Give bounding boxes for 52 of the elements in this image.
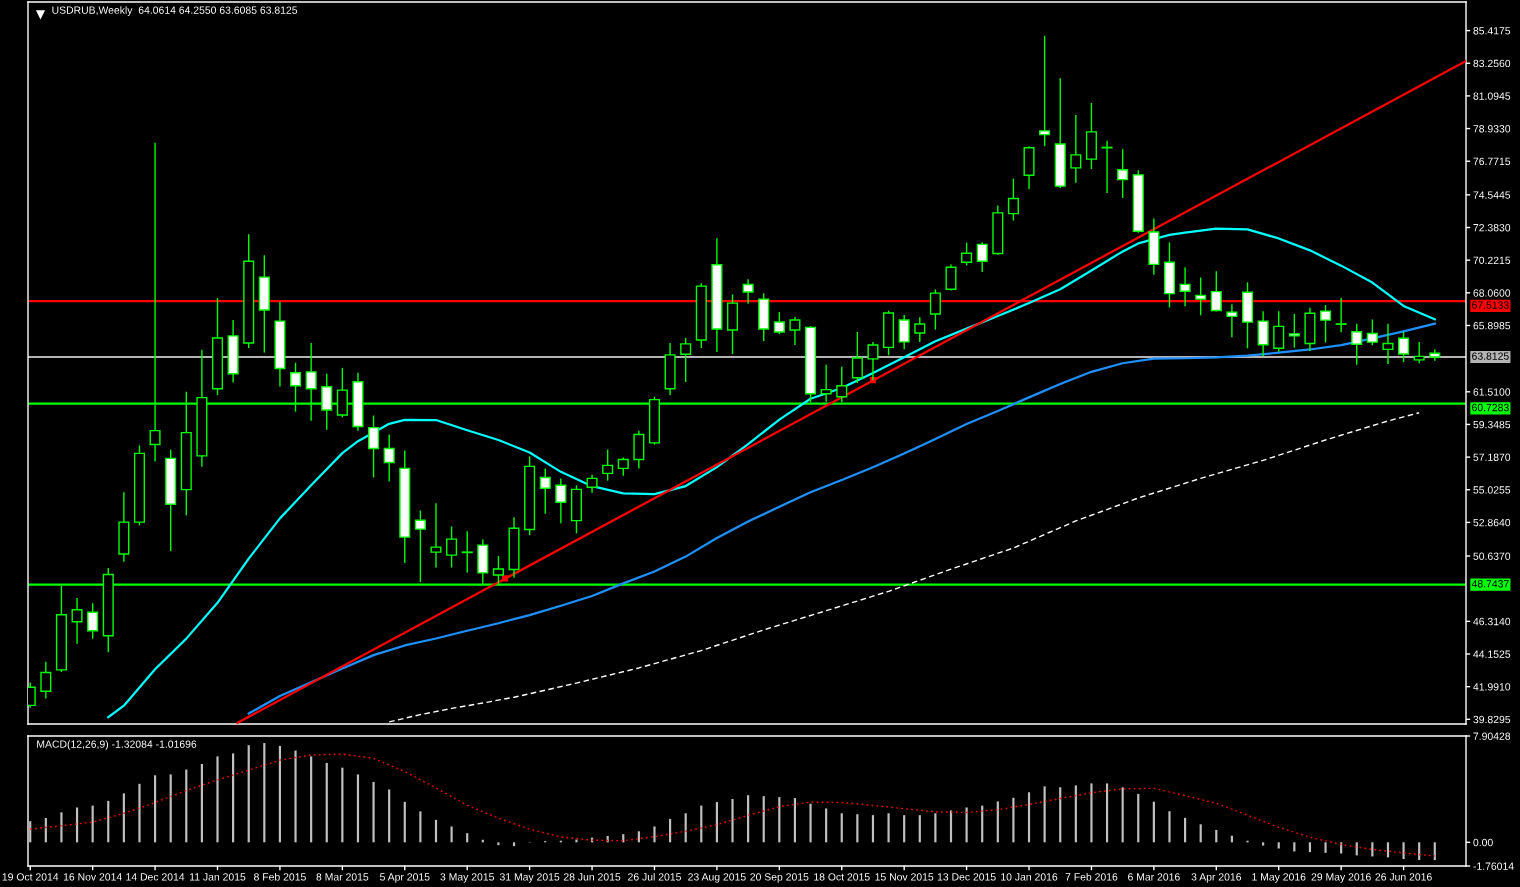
y-tick-label: 83.2560 [1473, 59, 1511, 68]
x-tick-label: 6 Mar 2016 [1128, 873, 1180, 881]
x-tick-label: 26 Jul 2015 [628, 872, 681, 881]
ref-line-label: 63.8125 [1472, 352, 1509, 360]
ref-line-label: 60.7283 [1472, 403, 1509, 412]
x-tick-label: 26 Jun 2016 [1375, 873, 1432, 881]
y-tick-label: 44.1525 [1473, 650, 1511, 658]
y-tick-label: 76.7715 [1473, 157, 1511, 166]
x-tick-label: 20 Sep 2015 [750, 873, 809, 883]
x-tick-label: 15 Nov 2015 [875, 873, 934, 881]
x-tick-label: 5 Apr 2015 [380, 873, 430, 883]
y-tick-label: 65.8985 [1473, 321, 1511, 330]
y-tick-label: 81.0945 [1473, 92, 1511, 100]
y-tick-label: 41.9910 [1473, 683, 1511, 691]
y-tick-label: 78.9330 [1473, 125, 1511, 133]
y-tick-label: 68.0600 [1473, 289, 1511, 297]
x-tick-label: 7 Feb 2016 [1065, 872, 1118, 881]
x-tick-label: 8 Feb 2015 [254, 872, 306, 881]
y-tick-label: 50.6370 [1473, 552, 1511, 560]
x-tick-label: 1 May 2016 [1252, 873, 1306, 883]
x-tick-label: 16 Nov 2014 [63, 873, 122, 881]
x-tick-label: 23 Aug 2015 [688, 873, 746, 883]
y-tick-label: 85.4175 [1473, 27, 1511, 35]
x-tick-label: 10 Jan 2016 [1001, 873, 1058, 881]
x-tick-label: 11 Jan 2015 [190, 873, 246, 881]
x-tick-label: 13 Dec 2015 [937, 873, 996, 881]
x-tick-label: 8 Mar 2015 [316, 873, 369, 881]
chart-title: MACD(12,26,9) -1.32084 -1.01696 [37, 740, 197, 750]
x-tick-label: 3 Apr 2016 [1191, 873, 1242, 883]
y-tick-label: 70.2215 [1473, 256, 1511, 265]
y-tick-label: -1.76014 [1473, 862, 1514, 870]
y-tick-label: 39.8295 [1473, 715, 1511, 724]
x-tick-label: 19 Oct 2014 [2, 873, 59, 881]
x-tick-label: 18 Oct 2015 [814, 873, 870, 881]
y-tick-label: 7.90428 [1473, 732, 1511, 740]
y-tick-label: 59.3485 [1473, 420, 1511, 429]
x-tick-label: 14 Dec 2014 [126, 873, 185, 881]
y-tick-label: 46.3140 [1473, 617, 1511, 626]
y-tick-label: 72.3830 [1473, 224, 1511, 232]
y-tick-label: 55.0255 [1473, 486, 1511, 494]
x-tick-label: 31 May 2015 [499, 873, 560, 883]
y-tick-label: 74.5445 [1473, 191, 1511, 199]
y-tick-label: 0.00 [1473, 838, 1493, 847]
x-tick-label: 28 Jun 2015 [563, 873, 621, 881]
ref-line-label: 67.5133 [1472, 301, 1509, 309]
x-tick-label: 3 May 2015 [440, 873, 494, 883]
ref-line-label: 48.7437 [1471, 580, 1509, 588]
y-tick-label: 61.5100 [1473, 388, 1511, 396]
x-tick-label: 29 May 2016 [1311, 873, 1371, 883]
chart-title: USDRUB,Weekly 64.0614 64.2550 63.6085 63.8125 [52, 6, 298, 16]
y-tick-label: 52.8640 [1473, 518, 1511, 527]
y-tick-label: 57.1870 [1473, 453, 1511, 461]
